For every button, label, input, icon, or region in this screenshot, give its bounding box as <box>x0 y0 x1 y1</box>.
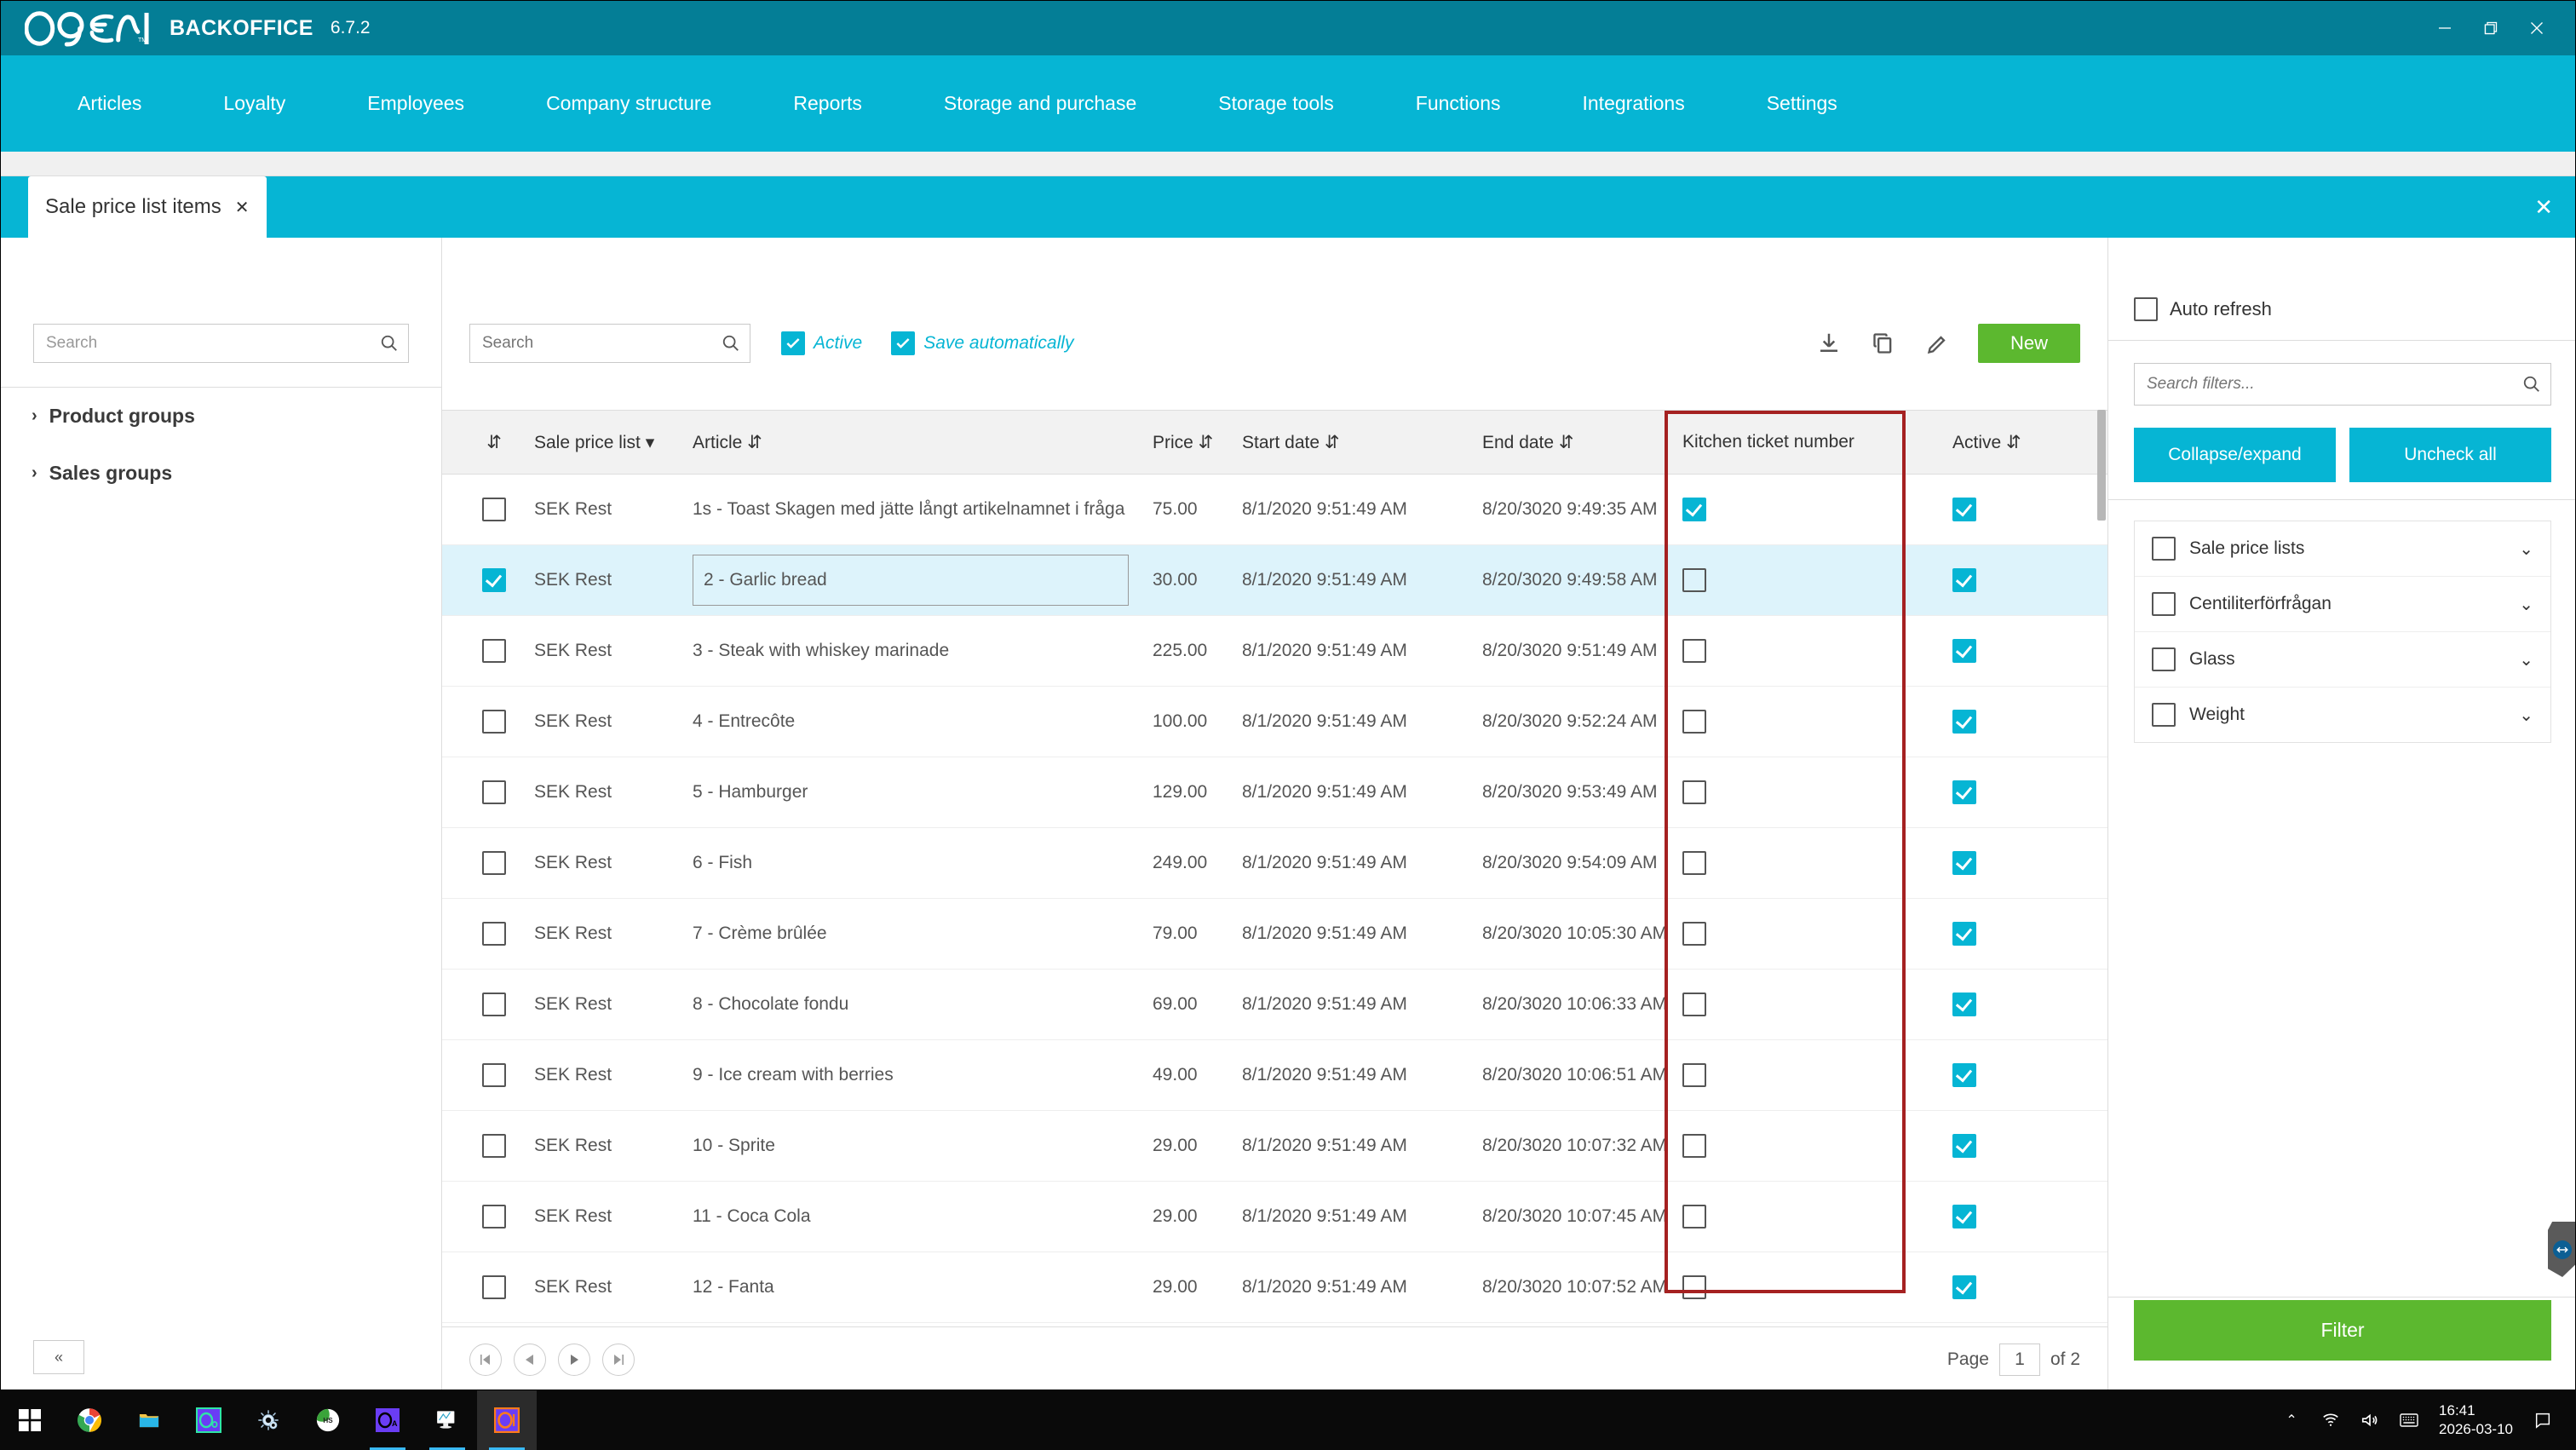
svg-text:HS: HS <box>323 1417 333 1424</box>
svg-text:A: A <box>392 1419 398 1428</box>
